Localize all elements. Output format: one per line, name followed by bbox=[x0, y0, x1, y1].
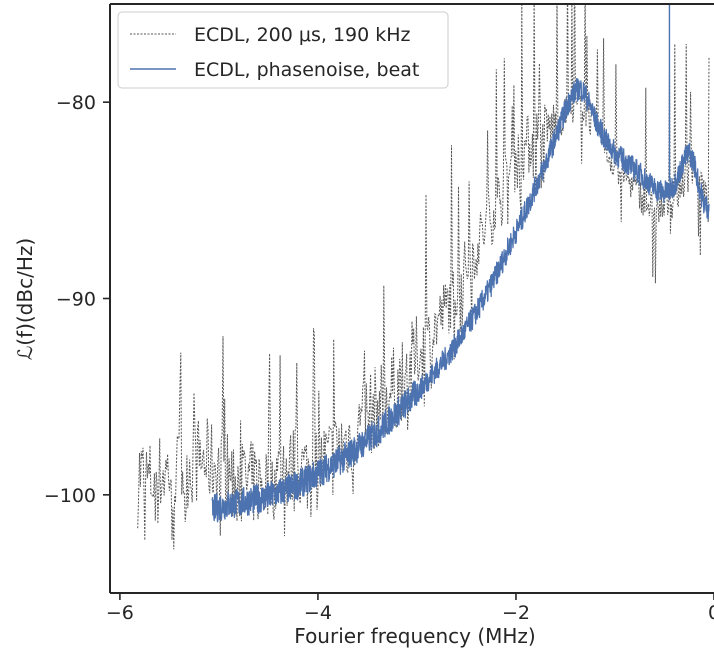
x-axis-label: Fourier frequency (MHz) bbox=[294, 624, 535, 648]
legend-box bbox=[117, 11, 449, 89]
series-ecdl-phasenoise-line bbox=[211, 77, 710, 523]
ticks-layer: −6 −4 −2 0 −100 −90 −80 bbox=[44, 92, 714, 624]
y-axis-label: ℒ(f)(dBc/Hz) bbox=[13, 238, 37, 360]
x-tick-label: −4 bbox=[304, 602, 332, 624]
x-tick-label: −2 bbox=[502, 602, 530, 624]
y-tick-label: −90 bbox=[56, 289, 96, 311]
legend: ECDL, 200 μs, 190 kHz ECDL, phasenoise, b… bbox=[117, 11, 449, 89]
y-tick-label: −80 bbox=[56, 92, 96, 114]
legend-entry-label: ECDL, 200 μs, 190 kHz bbox=[194, 24, 411, 46]
x-tick-label: −6 bbox=[106, 602, 134, 624]
legend-entry-label: ECDL, phasenoise, beat bbox=[194, 59, 419, 81]
series-layer bbox=[137, 4, 710, 550]
x-tick-label: 0 bbox=[708, 602, 714, 624]
series-ecdl-200us-line bbox=[137, 4, 710, 550]
y-tick-label: −100 bbox=[44, 485, 96, 507]
